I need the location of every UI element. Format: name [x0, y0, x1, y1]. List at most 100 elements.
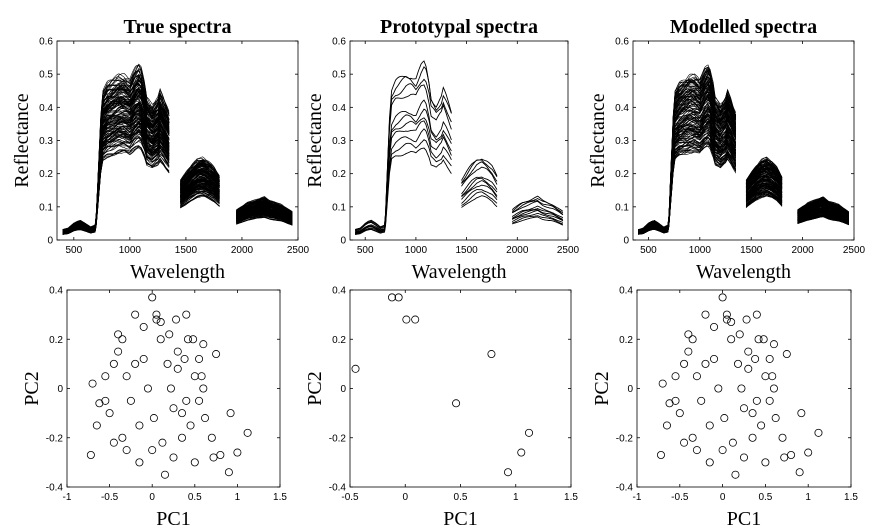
spectrum-1-segment-3	[512, 216, 564, 226]
scatter-point	[804, 448, 813, 457]
scatter-point	[118, 433, 127, 442]
spectrum-148-segment-1	[62, 87, 170, 232]
y-tick-label: 0.3	[615, 136, 629, 147]
x-tick-label: 1	[805, 492, 811, 503]
scatter-point	[761, 458, 770, 467]
spectrum-119-segment-2	[745, 193, 783, 207]
spectrum-4-segment-1	[355, 120, 452, 234]
spectrum-143-segment-2	[745, 165, 783, 188]
y-tick-label: 0.3	[332, 136, 346, 147]
x-tick-label: 0.5	[454, 492, 468, 503]
y-axis-label: Reflectance	[11, 93, 33, 187]
spectrum-105-segment-1	[62, 140, 170, 235]
scatter-point	[768, 372, 777, 381]
scatter-point	[680, 438, 689, 447]
scatter-point	[118, 335, 127, 344]
spectrum-138-segment-2	[180, 178, 220, 196]
y-tick-label: 0.4	[332, 103, 346, 114]
spectrum-149-segment-2	[180, 175, 220, 194]
spectrum-7-segment-2	[461, 176, 498, 195]
spectrum-131-segment-2	[180, 169, 220, 190]
spectrum-5-segment-1	[355, 117, 452, 234]
scatter-point	[769, 340, 778, 349]
scatter-point	[152, 315, 161, 324]
spectrum-150-segment-3	[797, 208, 850, 220]
scatter-point	[752, 396, 761, 405]
spectrum-114-segment-2	[745, 193, 783, 207]
scatter-point	[688, 335, 697, 344]
scatter-point	[797, 409, 806, 418]
spectrum-124-segment-2	[180, 195, 220, 209]
scatter-point	[156, 335, 165, 344]
scatter-point	[148, 293, 157, 302]
y-tick-label: 0.6	[615, 37, 629, 48]
spectrum-125-segment-2	[180, 187, 220, 203]
scatter-point	[165, 330, 174, 339]
spectrum-145-segment-2	[180, 191, 220, 205]
scatter-point	[131, 310, 140, 319]
scatter-point	[705, 458, 714, 467]
spectrum-144-segment-2	[745, 166, 783, 187]
y-axis-label: PC2	[21, 371, 43, 405]
spectrum-149-segment-2	[745, 179, 783, 197]
chart-title: Modelled spectra	[670, 16, 817, 38]
spectrum-138-segment-3	[236, 208, 293, 220]
y-tick-label: 0.1	[332, 202, 346, 213]
scatter-point	[701, 310, 710, 319]
spectra-lines	[354, 60, 564, 235]
panel-4: -1 -0.5 0 0.5 1 1.5 -0.4 -0.2 0 0.2 0.4 PC1 PC2	[21, 286, 287, 531]
scatter-point	[201, 414, 210, 423]
scatter-points	[656, 293, 823, 479]
spectrum-127-segment-2	[745, 175, 783, 194]
spectrum-119-segment-2	[180, 165, 220, 186]
panel-3: 500 1000 1500 2000 2500 0 0.1 0.2 0.3 0.4 0.5 0.6 Mo…	[587, 16, 866, 283]
scatter-point	[658, 379, 667, 388]
x-tick-label: 2500	[843, 245, 866, 256]
y-axis-label: Reflectance	[587, 93, 609, 187]
scatter-point	[189, 335, 198, 344]
spectrum-147-segment-2	[745, 171, 783, 191]
x-tick-label: 1.5	[564, 492, 578, 503]
spectrum-143-segment-1	[638, 80, 737, 231]
y-tick-label: 0.5	[39, 70, 53, 81]
y-tick-label: 0	[340, 236, 346, 247]
scatter-point	[197, 372, 206, 381]
panel-1: 500 1000 1500 2000 2500 0 0.1 0.2 0.3 0.4 0.5 0.6 Tr…	[11, 16, 310, 283]
x-axis-label: Wavelength	[696, 261, 791, 283]
scatter-point	[195, 396, 204, 405]
scatter-point	[169, 404, 178, 413]
scatter-point	[351, 364, 360, 373]
spectrum-11-segment-1	[355, 60, 452, 230]
scatter-point	[752, 310, 761, 319]
scatter-point	[517, 448, 526, 457]
spectrum-148-segment-1	[638, 69, 737, 231]
scatter-point	[671, 396, 680, 405]
y-axis-label: PC2	[591, 371, 613, 405]
scatter-point	[740, 453, 749, 462]
scatter-point	[718, 293, 727, 302]
scatter-point	[727, 318, 736, 327]
scatter-point	[216, 450, 225, 459]
spectrum-145-segment-3	[236, 214, 293, 224]
spectrum-8-segment-3	[511, 200, 564, 216]
spectrum-11-segment-2	[461, 158, 498, 181]
x-axis-label: Wavelength	[130, 261, 225, 283]
spectrum-11-segment-3	[511, 195, 564, 212]
y-tick-label: 0.4	[619, 286, 633, 297]
scatter-point	[126, 396, 135, 405]
x-axis-label: Wavelength	[411, 261, 506, 283]
y-tick-label: 0.6	[332, 37, 346, 48]
scatter-point	[765, 396, 774, 405]
x-tick-label: 0	[720, 492, 726, 503]
chart-title: Prototypal spectra	[380, 16, 538, 38]
y-tick-label: 0.3	[39, 136, 53, 147]
spectrum-141-segment-2	[180, 182, 220, 199]
x-tick-label: 1.5	[273, 492, 287, 503]
spectrum-147-segment-1	[638, 89, 737, 232]
spectrum-144-segment-2	[180, 184, 220, 200]
spectrum-147-segment-3	[797, 203, 850, 217]
spectrum-132-segment-2	[180, 161, 220, 185]
x-tick-label: 500	[640, 245, 657, 256]
scatter-point	[182, 310, 191, 319]
spectrum-103-segment-2	[180, 193, 220, 207]
